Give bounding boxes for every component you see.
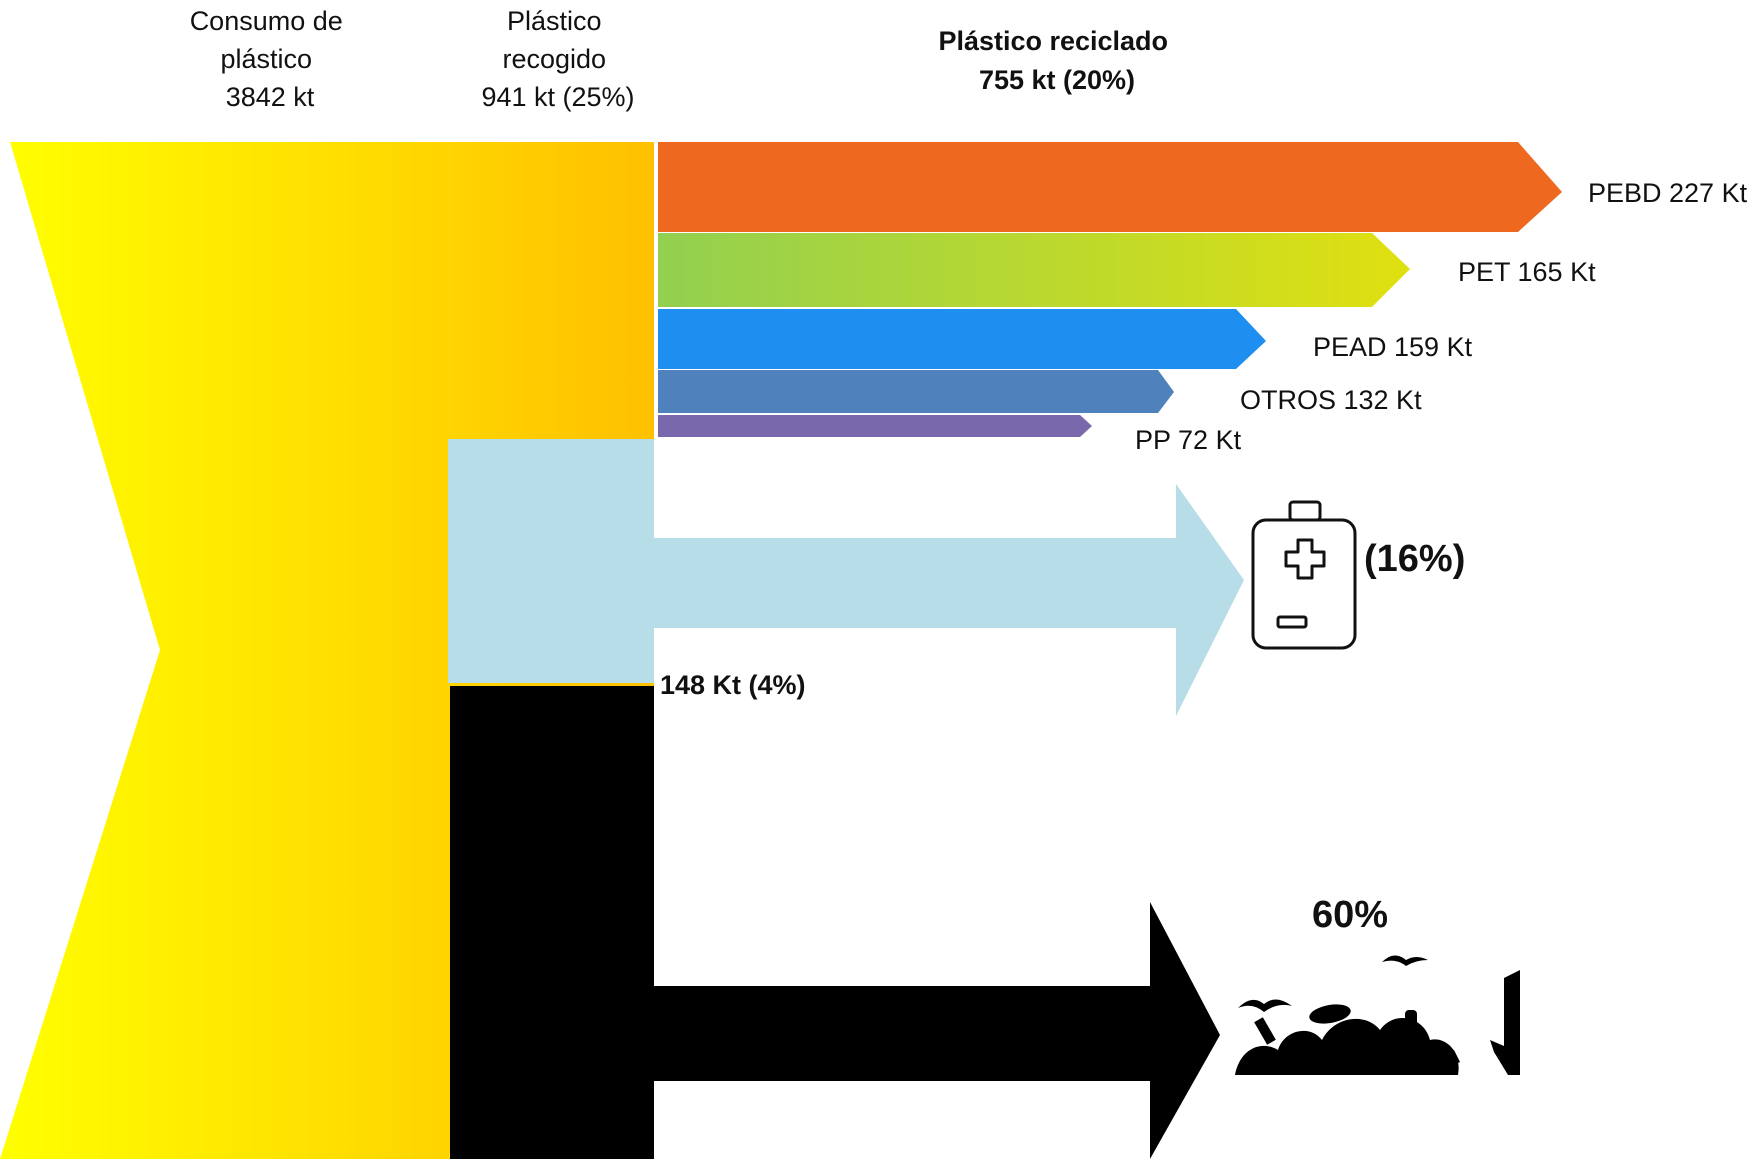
pet-label: PET 165 Kt [1458,257,1596,287]
recycled-flow-pebd [658,142,1562,232]
recycled-flow-pead [658,309,1266,369]
pebd-label: PEBD 227 Kt [1588,178,1748,208]
energy-recovery-percent-label: (16%) [1364,538,1465,580]
recycled-flow-pet [658,233,1410,307]
recycled-flow-otros [658,370,1174,413]
pead-label: PEAD 159 Kt [1313,332,1473,362]
landfill-waste-icon [1235,955,1520,1075]
collected-header: Plástico recogido 941 kt (25%) [481,6,634,112]
energy-recovery-value-label: 148 Kt (4%) [660,670,806,700]
landfill-flow [450,686,1220,1159]
pp-label: PP 72 Kt [1135,425,1242,455]
bottle-icon [1251,500,1357,650]
landfill-percent-label: 60% [1312,894,1388,936]
energy-recovery-flow [448,439,1244,716]
otros-label: OTROS 132 Kt [1240,385,1422,415]
consumption-header: Consumo de plástico 3842 kt [190,6,351,112]
recycled-header: Plástico reciclado 755 kt (20%) [938,26,1175,95]
recycled-flow-pp [658,415,1092,437]
